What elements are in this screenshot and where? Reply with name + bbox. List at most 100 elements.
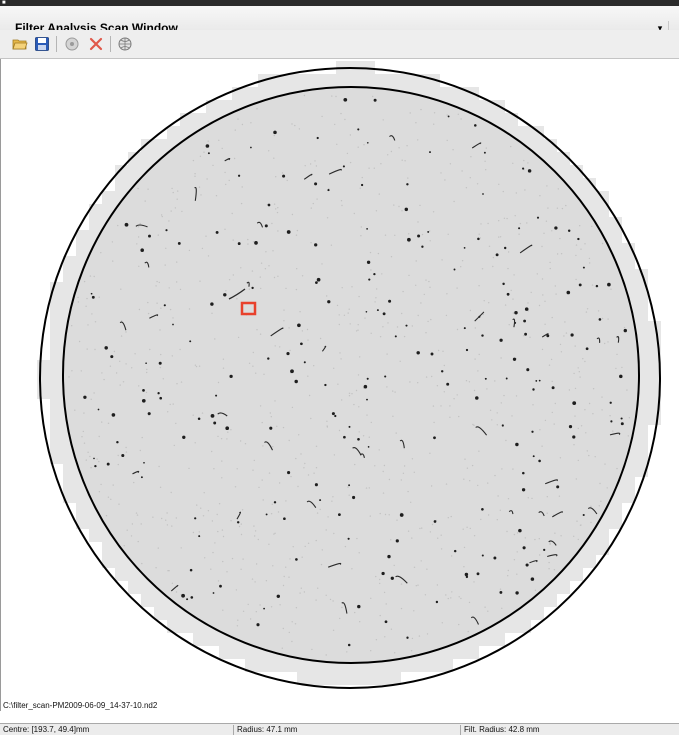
texture-speck xyxy=(512,162,514,164)
texture-speck xyxy=(155,567,157,569)
particle-dot xyxy=(327,189,330,192)
save-button[interactable] xyxy=(34,36,50,52)
texture-speck xyxy=(588,257,591,260)
texture-speck xyxy=(446,293,448,295)
texture-speck xyxy=(236,468,238,470)
texture-speck xyxy=(123,545,125,547)
texture-speck xyxy=(347,486,349,488)
texture-speck xyxy=(473,581,475,583)
texture-speck xyxy=(527,302,529,304)
particle-dot xyxy=(205,144,210,148)
filter-scan-canvas[interactable] xyxy=(1,59,679,699)
scan-tile xyxy=(245,646,258,659)
texture-speck xyxy=(164,264,166,266)
texture-speck xyxy=(415,122,417,124)
texture-speck xyxy=(431,523,434,526)
texture-speck xyxy=(203,492,205,494)
texture-speck xyxy=(272,446,274,448)
selected-particle-marker[interactable] xyxy=(240,301,257,316)
particle-fibre xyxy=(587,507,598,515)
particle-dot xyxy=(568,424,573,429)
scan-tile xyxy=(427,87,440,100)
texture-speck xyxy=(451,555,453,557)
texture-speck xyxy=(237,619,239,621)
texture-speck xyxy=(400,479,402,481)
texture-speck xyxy=(589,262,591,264)
texture-speck xyxy=(168,570,170,572)
particle-dot xyxy=(570,333,574,337)
texture-speck xyxy=(120,335,123,337)
texture-speck xyxy=(472,423,474,426)
texture-speck xyxy=(401,312,403,315)
particle-dot xyxy=(225,426,230,431)
texture-speck xyxy=(198,365,201,367)
particle-dot xyxy=(406,183,409,186)
particle-dot xyxy=(395,539,399,543)
particle-dot xyxy=(357,604,361,609)
texture-speck xyxy=(176,281,178,283)
window-menu-dropdown-icon[interactable]: ▾ xyxy=(657,23,663,33)
texture-speck xyxy=(548,568,550,570)
particle-fibre xyxy=(544,479,558,485)
texture-speck xyxy=(500,402,502,404)
scan-view[interactable]: C:\filter_scan-PM2009-06-09_14-37-10.nd2 xyxy=(0,59,679,711)
scan-tile xyxy=(115,568,128,581)
texture-speck xyxy=(141,562,143,565)
texture-speck xyxy=(344,545,347,548)
particle-dot xyxy=(215,230,219,234)
texture-speck xyxy=(126,529,128,531)
texture-speck xyxy=(383,464,386,467)
texture-speck xyxy=(272,565,274,567)
texture-speck xyxy=(433,112,436,114)
particle-dot xyxy=(90,292,93,295)
particle-dot xyxy=(338,513,341,516)
scan-button[interactable] xyxy=(64,36,80,52)
texture-speck xyxy=(444,179,446,181)
particle-dot xyxy=(532,388,535,391)
texture-speck xyxy=(289,558,291,560)
texture-speck xyxy=(461,170,463,172)
texture-speck xyxy=(527,497,529,499)
scan-tile xyxy=(154,139,167,152)
texture-speck xyxy=(403,447,405,450)
texture-speck xyxy=(331,500,333,502)
particle-dot xyxy=(181,593,185,598)
texture-speck xyxy=(268,150,270,152)
texture-speck xyxy=(298,434,300,436)
texture-speck xyxy=(236,625,239,627)
texture-speck xyxy=(494,380,496,382)
scan-tile xyxy=(141,139,154,152)
texture-speck xyxy=(375,575,377,578)
texture-speck xyxy=(264,268,267,270)
window-pin-icon[interactable] xyxy=(668,21,679,33)
texture-speck xyxy=(372,95,374,98)
particle-fibre xyxy=(512,318,516,328)
texture-speck xyxy=(167,570,169,572)
texture-speck xyxy=(532,404,534,406)
particle-fibre xyxy=(135,224,148,228)
texture-speck xyxy=(214,338,216,340)
particle-dot xyxy=(388,299,392,303)
scan-tile xyxy=(37,360,50,373)
texture-speck xyxy=(240,267,242,269)
texture-speck xyxy=(277,511,280,513)
scan-tile xyxy=(258,87,271,100)
particle-dot xyxy=(190,596,194,599)
texture-speck xyxy=(469,527,471,530)
texture-speck xyxy=(255,563,258,565)
texture-speck xyxy=(194,175,196,177)
texture-speck xyxy=(262,499,264,501)
particle-dot xyxy=(505,377,508,380)
texture-speck xyxy=(551,380,553,383)
texture-speck xyxy=(317,587,319,589)
texture-speck xyxy=(460,266,462,268)
texture-speck xyxy=(463,566,465,568)
texture-speck xyxy=(359,621,361,623)
texture-speck xyxy=(255,611,257,613)
texture-speck xyxy=(234,129,236,131)
texture-speck xyxy=(349,161,352,164)
delete-button[interactable] xyxy=(88,36,104,52)
open-folder-button[interactable] xyxy=(12,36,28,52)
filter-view-button[interactable] xyxy=(117,36,133,52)
scan-tile xyxy=(63,477,76,490)
